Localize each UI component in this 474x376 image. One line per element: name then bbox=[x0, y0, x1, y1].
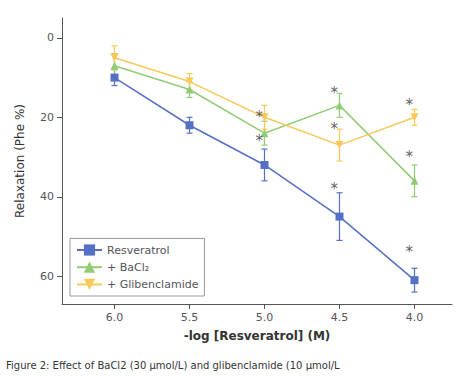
svg-text:5.0: 5.0 bbox=[256, 311, 274, 324]
svg-text:Resveratrol: Resveratrol bbox=[107, 244, 170, 257]
svg-text:40: 40 bbox=[40, 190, 54, 203]
svg-text:60: 60 bbox=[40, 270, 54, 283]
svg-text:-log [Resveratrol] (M): -log [Resveratrol] (M) bbox=[184, 329, 331, 343]
svg-text:4.5: 4.5 bbox=[331, 311, 349, 324]
svg-text:0: 0 bbox=[47, 31, 54, 44]
svg-text:6.0: 6.0 bbox=[106, 311, 124, 324]
svg-text:*: * bbox=[256, 108, 264, 126]
svg-text:+ Glibenclamide: + Glibenclamide bbox=[107, 278, 199, 291]
svg-text:*: * bbox=[406, 96, 414, 114]
svg-text:*: * bbox=[331, 120, 339, 138]
svg-text:*: * bbox=[406, 243, 414, 261]
svg-text:4.0: 4.0 bbox=[406, 311, 424, 324]
svg-text:Relaxation (Phe %): Relaxation (Phe %) bbox=[13, 104, 27, 218]
svg-text:+ BaCl₂: + BaCl₂ bbox=[107, 261, 149, 274]
svg-text:*: * bbox=[256, 132, 264, 150]
svg-text:Figure 2: Effect of BaCl2 (30: Figure 2: Effect of BaCl2 (30 μmol/L) an… bbox=[6, 360, 340, 371]
svg-text:*: * bbox=[406, 148, 414, 166]
svg-text:*: * bbox=[331, 180, 339, 198]
svg-text:*: * bbox=[331, 84, 339, 102]
svg-text:5.5: 5.5 bbox=[181, 311, 199, 324]
svg-text:20: 20 bbox=[40, 111, 54, 124]
